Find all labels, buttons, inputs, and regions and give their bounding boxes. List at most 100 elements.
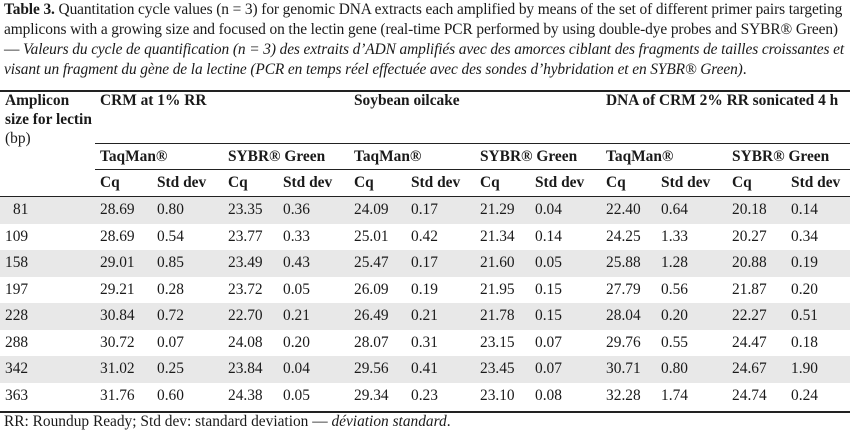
cell-cq: 24.09	[349, 196, 406, 224]
cell-cq: 21.78	[475, 303, 530, 330]
cell-cq: 22.70	[223, 303, 278, 330]
cell-cq: 24.25	[606, 227, 641, 245]
cell-std-dev: 0.72	[152, 303, 223, 330]
cell-amplicon-size: 288	[5, 333, 29, 351]
cell-cq: 23.45	[475, 356, 530, 383]
cell-std-dev: 0.08	[535, 386, 562, 404]
cell-cq: 23.72	[228, 280, 263, 298]
cell-std-dev: 1.90	[786, 356, 850, 383]
cell-cq: 29.34	[354, 386, 389, 404]
cell-cq: 30.71	[601, 356, 657, 383]
cell-std-dev: 0.34	[791, 227, 818, 245]
cell-cq: 23.49	[223, 250, 278, 277]
cell-std-dev: 0.21	[406, 303, 475, 330]
header-stddev: Std dev	[406, 169, 475, 197]
caption-text-fr: Valeurs du cycle de quantification (n = …	[4, 41, 845, 78]
cell-cq: 24.47	[732, 333, 767, 351]
cell-std-dev: 0.20	[283, 333, 310, 351]
cell-cq: 29.56	[349, 356, 406, 383]
header-method-taqman-1: TaqMan®	[95, 143, 223, 170]
cell-std-dev: 0.14	[535, 227, 562, 245]
bottom-rule	[0, 411, 850, 413]
cell-std-dev: 0.28	[157, 280, 184, 298]
cell-std-dev: 0.85	[152, 250, 223, 277]
cell-std-dev: 0.15	[530, 303, 602, 330]
header-cq: Cq	[727, 169, 787, 197]
cell-std-dev: 0.54	[157, 227, 184, 245]
cell-cq: 24.38	[228, 386, 263, 404]
header-stddev: Std dev	[152, 169, 223, 197]
header-method-sybr-1: SYBR® Green	[223, 143, 349, 170]
header-group-crm2: DNA of CRM 2% RR sonicated 4 h	[601, 91, 850, 144]
cell-std-dev: 0.41	[406, 356, 475, 383]
cell-cq: 28.07	[354, 333, 389, 351]
cell-std-dev: 0.80	[152, 196, 223, 224]
cell-std-dev: 1.33	[661, 227, 688, 245]
cell-std-dev: 0.56	[661, 280, 688, 298]
caption-end: .	[742, 61, 747, 78]
header-group-oilcake: Soybean oilcake	[349, 91, 602, 144]
cell-std-dev: 0.04	[278, 356, 349, 383]
cell-cq: 24.08	[228, 333, 263, 351]
table-row: 109 28.69 0.54 23.77 0.33 25.01 0.42 21.34 0.14 2…	[0, 224, 850, 251]
cell-std-dev: 0.07	[157, 333, 184, 351]
table-row: 363 31.76 0.60 24.38 0.05 29.34 0.23 23.10 0.08 3…	[0, 383, 850, 410]
cell-std-dev: 0.15	[535, 280, 562, 298]
table-row: 288 30.72 0.07 24.08 0.20 28.07 0.31 23.15 0.07 2…	[0, 330, 850, 357]
footnote-end: .	[446, 413, 451, 430]
cell-cq: 23.84	[223, 356, 278, 383]
cell-cq: 23.10	[480, 386, 515, 404]
cell-std-dev: 0.60	[157, 386, 184, 404]
cell-amplicon-size: 158	[0, 250, 95, 277]
header-cq: Cq	[601, 169, 657, 197]
cell-std-dev: 0.05	[283, 386, 310, 404]
caption-text-en: Quantitation cycle values (n = 3) for ge…	[4, 1, 843, 58]
cell-std-dev: 0.31	[411, 333, 438, 351]
cell-amplicon-size: 228	[0, 303, 95, 330]
cell-cq: 20.88	[727, 250, 787, 277]
cell-cq: 27.79	[606, 280, 641, 298]
table-footnote: RR: Roundup Ready; Std dev: standard dev…	[4, 412, 451, 431]
cell-cq: 24.67	[727, 356, 787, 383]
cell-std-dev: 0.24	[791, 386, 818, 404]
header-amplicon: Amplicon size for lectin (bp)	[0, 91, 95, 197]
header-method-sybr-3: SYBR® Green	[727, 143, 850, 170]
cell-cq: 32.28	[606, 386, 641, 404]
header-cq: Cq	[475, 169, 530, 197]
header-stddev: Std dev	[786, 169, 850, 197]
cell-cq: 21.87	[732, 280, 767, 298]
cell-amplicon-size: 342	[0, 356, 95, 383]
cell-cq: 29.01	[95, 250, 152, 277]
cell-cq: 25.47	[349, 250, 406, 277]
cell-cq: 24.74	[732, 386, 767, 404]
cell-cq: 25.88	[601, 250, 657, 277]
cell-cq: 28.69	[100, 227, 135, 245]
cell-cq: 28.69	[95, 196, 152, 224]
header-cq: Cq	[95, 169, 152, 197]
footnote-text-fr: déviation standard	[331, 413, 447, 430]
header-cq: Cq	[349, 169, 406, 197]
cell-std-dev: 0.42	[411, 227, 438, 245]
cell-std-dev: 0.64	[656, 196, 728, 224]
cell-cq: 21.60	[475, 250, 530, 277]
table-row: 158 29.01 0.85 23.49 0.43 25.47 0.17 21.60 0.05 2…	[0, 250, 850, 277]
cell-std-dev: 0.23	[411, 386, 438, 404]
cell-std-dev: 1.74	[661, 386, 688, 404]
header-method-taqman-3: TaqMan®	[601, 143, 728, 170]
cell-cq: 30.84	[95, 303, 152, 330]
cell-amplicon-size: 81	[0, 196, 95, 224]
cell-amplicon-size: 197	[5, 280, 29, 298]
cell-cq: 29.76	[606, 333, 641, 351]
cell-std-dev: 0.19	[411, 280, 438, 298]
cell-std-dev: 0.80	[656, 356, 728, 383]
cell-std-dev: 0.17	[406, 250, 475, 277]
cell-std-dev: 0.20	[791, 280, 818, 298]
table-caption: Table 3. Quantitation cycle values (n = …	[4, 0, 846, 80]
cell-cq: 26.09	[354, 280, 389, 298]
header-method-sybr-2: SYBR® Green	[475, 143, 602, 170]
cell-cq: 23.35	[223, 196, 278, 224]
table-row: 81 28.69 0.80 23.35 0.36 24.09 0.17 21.29 0.04 22…	[0, 196, 850, 224]
header-stddev: Std dev	[530, 169, 602, 197]
table-body: 81 28.69 0.80 23.35 0.36 24.09 0.17 21.29 0.04 22…	[0, 196, 850, 410]
